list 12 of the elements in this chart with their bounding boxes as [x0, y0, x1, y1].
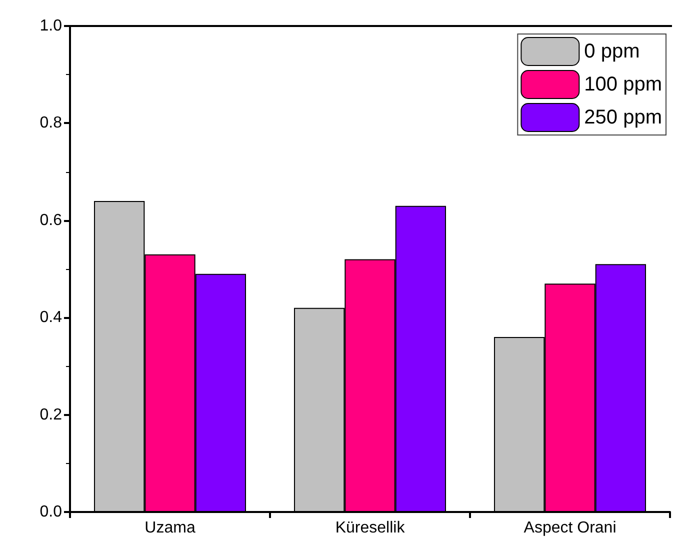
legend-label: 100 ppm: [584, 74, 662, 96]
x-tick-label: Küresellik: [335, 520, 406, 536]
x-tick-label: Aspect Orani: [524, 520, 616, 536]
y-tick-label: 0.8: [40, 114, 62, 132]
y-tick-label: 0.6: [40, 212, 62, 229]
y-tick-label: 0.2: [40, 406, 62, 424]
y-tick-label: 0.0: [40, 504, 62, 520]
legend-label: 250 ppm: [584, 106, 662, 128]
y-tick-label: 1.0: [40, 18, 62, 34]
x-tick-label: Uzama: [144, 520, 196, 536]
y-tick-label: 0.4: [40, 309, 62, 326]
legend-label: 0 ppm: [584, 40, 640, 62]
